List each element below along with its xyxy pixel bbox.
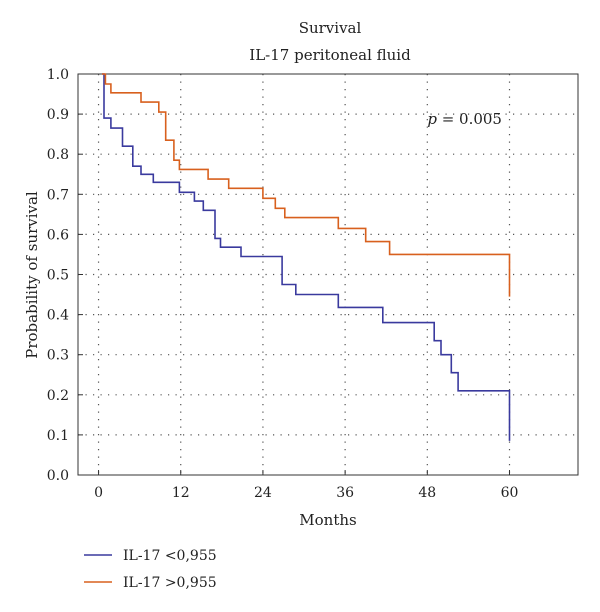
- p-value-annotation: p = 0.005: [427, 110, 502, 128]
- y-tick-label: 0.6: [47, 227, 69, 243]
- survival-curve-series-2: [102, 73, 511, 297]
- tick-labels: 0.0 0.1 0.2 0.3 0.4 0.5 0.6 0.7 0.8 0.9 1.0 0 12 24 36…: [47, 67, 519, 501]
- chart-title: Survival: [299, 19, 362, 37]
- y-tick-label: 0.9: [47, 107, 69, 123]
- y-tick-label: 0.4: [47, 308, 69, 324]
- legend-label-series-2: IL-17 >0,955: [123, 575, 217, 591]
- x-tick-label: 12: [172, 485, 190, 501]
- p-symbol: p: [427, 110, 437, 128]
- y-tick-label: 0.2: [47, 388, 69, 404]
- y-tick-label: 0.8: [47, 147, 69, 163]
- survival-curve-series-1: [102, 73, 511, 441]
- x-axis-label: Months: [299, 511, 356, 529]
- legend: IL-17 <0,955 IL-17 >0,955: [84, 548, 217, 591]
- legend-label-series-1: IL-17 <0,955: [123, 548, 217, 564]
- y-tick-label: 0.1: [47, 428, 69, 444]
- chart-subtitle: IL-17 peritoneal fluid: [249, 46, 411, 64]
- x-tick-label: 24: [254, 485, 272, 501]
- y-tick-label: 0.0: [47, 468, 69, 484]
- y-axis-label: Probability of survival: [23, 191, 41, 359]
- tick-marks: [78, 73, 511, 476]
- x-tick-label: 0: [94, 485, 103, 501]
- survival-curves: [102, 73, 511, 441]
- y-tick-label: 0.5: [47, 268, 69, 284]
- p-value: = 0.005: [437, 110, 502, 128]
- y-tick-label: 0.7: [47, 187, 69, 203]
- y-tick-label: 0.3: [47, 348, 69, 364]
- x-tick-label: 60: [501, 485, 519, 501]
- grid: [78, 74, 578, 475]
- x-tick-label: 36: [336, 485, 354, 501]
- x-tick-label: 48: [418, 485, 436, 501]
- y-tick-label: 1.0: [47, 67, 69, 83]
